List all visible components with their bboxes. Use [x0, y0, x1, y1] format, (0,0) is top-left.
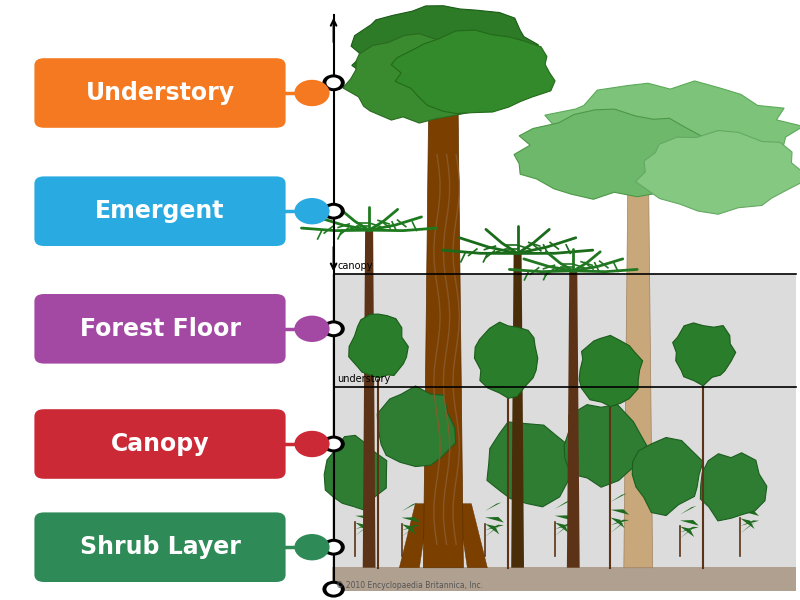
Polygon shape: [402, 524, 416, 535]
Polygon shape: [635, 131, 800, 214]
Text: © 2010 Encyclopaedia Britannica, Inc.: © 2010 Encyclopaedia Britannica, Inc.: [336, 581, 483, 590]
Text: Canopy: Canopy: [110, 432, 210, 456]
Circle shape: [326, 542, 341, 553]
Polygon shape: [324, 436, 386, 512]
FancyBboxPatch shape: [34, 409, 286, 479]
Polygon shape: [378, 386, 456, 467]
Polygon shape: [362, 230, 375, 568]
Circle shape: [326, 206, 341, 217]
Polygon shape: [610, 520, 629, 525]
FancyBboxPatch shape: [34, 294, 286, 364]
Polygon shape: [402, 503, 418, 511]
Polygon shape: [351, 6, 538, 109]
Polygon shape: [458, 504, 487, 568]
FancyBboxPatch shape: [332, 567, 796, 591]
Polygon shape: [355, 500, 371, 509]
Text: Forest Floor: Forest Floor: [79, 317, 241, 341]
Polygon shape: [485, 502, 502, 511]
Circle shape: [322, 436, 345, 452]
Polygon shape: [673, 323, 736, 386]
Polygon shape: [487, 422, 571, 507]
Text: canopy: canopy: [338, 261, 373, 271]
Polygon shape: [485, 517, 504, 523]
Polygon shape: [740, 520, 759, 526]
Circle shape: [322, 581, 345, 598]
FancyBboxPatch shape: [332, 9, 796, 274]
Polygon shape: [485, 526, 499, 537]
Text: Emergent: Emergent: [95, 199, 225, 223]
Polygon shape: [740, 523, 754, 533]
Circle shape: [322, 320, 345, 337]
Text: understory: understory: [338, 374, 391, 384]
Polygon shape: [402, 525, 420, 530]
Polygon shape: [579, 335, 642, 407]
Polygon shape: [567, 271, 580, 568]
Polygon shape: [349, 314, 408, 378]
Polygon shape: [474, 322, 538, 398]
Circle shape: [294, 431, 330, 457]
Polygon shape: [610, 523, 625, 533]
Polygon shape: [514, 109, 710, 199]
Circle shape: [294, 80, 330, 106]
Polygon shape: [423, 79, 463, 568]
Polygon shape: [680, 526, 694, 537]
FancyBboxPatch shape: [34, 512, 286, 582]
Polygon shape: [700, 453, 767, 521]
Circle shape: [326, 77, 341, 88]
Polygon shape: [355, 526, 370, 536]
Polygon shape: [511, 253, 524, 568]
Polygon shape: [680, 506, 696, 515]
Polygon shape: [554, 515, 574, 521]
Polygon shape: [399, 504, 429, 568]
Polygon shape: [610, 517, 625, 528]
Circle shape: [326, 584, 341, 595]
Polygon shape: [485, 525, 504, 530]
Circle shape: [294, 198, 330, 224]
Polygon shape: [610, 509, 629, 515]
Polygon shape: [740, 518, 754, 529]
Polygon shape: [740, 511, 759, 516]
Polygon shape: [554, 500, 571, 509]
Circle shape: [322, 203, 345, 220]
Polygon shape: [355, 523, 370, 533]
Polygon shape: [554, 524, 574, 529]
Circle shape: [294, 534, 330, 560]
Polygon shape: [402, 517, 420, 523]
Text: Shrub Layer: Shrub Layer: [79, 535, 241, 559]
Polygon shape: [554, 526, 569, 536]
Polygon shape: [624, 184, 653, 568]
Circle shape: [326, 439, 341, 449]
Polygon shape: [402, 526, 416, 537]
Polygon shape: [343, 34, 494, 123]
Polygon shape: [610, 493, 626, 502]
Polygon shape: [355, 515, 374, 521]
Polygon shape: [680, 527, 694, 538]
Circle shape: [326, 323, 341, 334]
Polygon shape: [485, 524, 499, 535]
Polygon shape: [680, 520, 698, 526]
Polygon shape: [740, 494, 757, 503]
FancyBboxPatch shape: [34, 176, 286, 246]
Polygon shape: [680, 527, 698, 532]
Text: Understory: Understory: [86, 81, 234, 105]
Circle shape: [322, 539, 345, 556]
Circle shape: [322, 74, 345, 91]
Polygon shape: [564, 404, 646, 487]
Polygon shape: [545, 81, 800, 194]
FancyBboxPatch shape: [332, 274, 796, 591]
Polygon shape: [391, 30, 555, 113]
Polygon shape: [554, 523, 569, 533]
Circle shape: [294, 316, 330, 342]
FancyBboxPatch shape: [34, 58, 286, 128]
Polygon shape: [355, 524, 374, 529]
Polygon shape: [632, 437, 703, 515]
